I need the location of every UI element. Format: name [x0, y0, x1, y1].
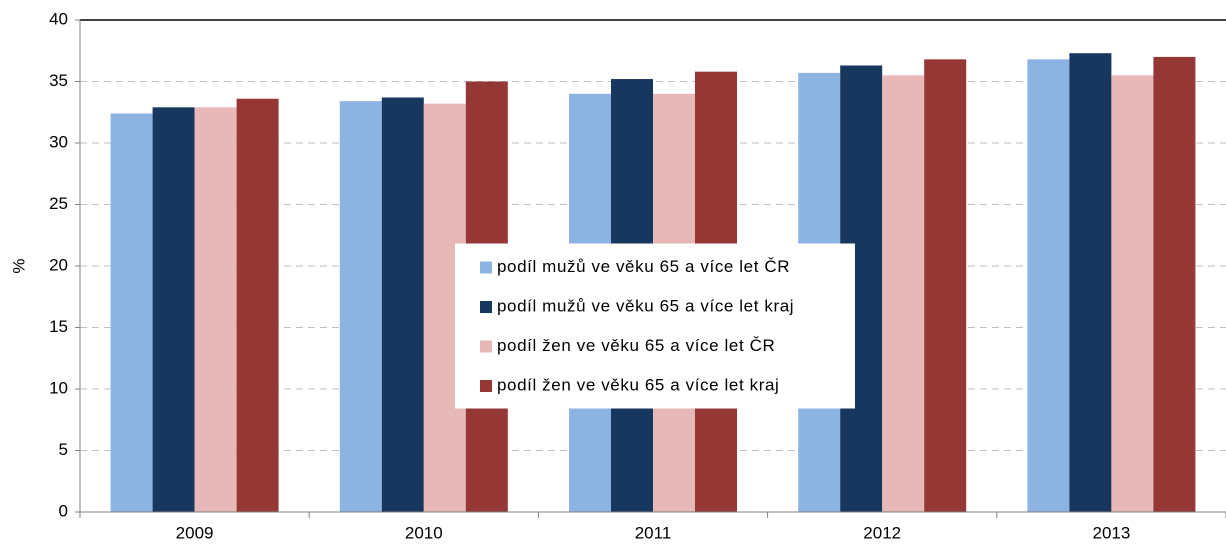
bar: [1069, 53, 1112, 513]
legend-swatch: [480, 261, 492, 274]
bar: [110, 113, 153, 512]
x-tick-label: 2009: [176, 523, 214, 542]
legend-swatch: [480, 301, 492, 313]
bar: [882, 75, 925, 512]
legend-swatch: [480, 340, 492, 353]
bar: [194, 107, 237, 512]
x-tick-label: 2013: [1092, 523, 1130, 542]
bar: [924, 59, 967, 513]
bar: [236, 98, 279, 512]
y-tick-label: 35: [49, 71, 68, 90]
legend-label: podíl žen ve věku 65 a více let ČR: [497, 336, 775, 355]
y-tick-label: 30: [49, 132, 68, 151]
x-tick-label: 2010: [405, 523, 443, 542]
legend-box: [455, 243, 855, 409]
y-tick-label: 25: [49, 194, 68, 213]
legend-label: podíl mužů ve věku 65 a více let kraj: [497, 296, 794, 315]
legend-label: podíl žen ve věku 65 a více let kraj: [497, 375, 779, 394]
legend-label: podíl mužů ve věku 65 a více let ČR: [497, 257, 790, 276]
y-tick-label: 10: [49, 378, 68, 397]
legend-swatch: [480, 380, 492, 392]
bar: [381, 97, 424, 513]
bar: [152, 107, 195, 512]
y-tick-label: 40: [49, 9, 68, 28]
y-tick-label: 5: [59, 440, 68, 459]
x-tick-label: 2012: [863, 523, 901, 542]
bar: [339, 101, 382, 513]
legend: podíl mužů ve věku 65 a více let ČR podíl…: [455, 243, 855, 409]
y-tick-label: 15: [49, 317, 68, 336]
bar: [1111, 75, 1154, 512]
y-tick-label: 0: [59, 501, 68, 520]
y-axis-label: %: [9, 258, 28, 273]
bar: [1027, 59, 1070, 513]
x-tick-label: 2011: [635, 523, 672, 542]
bar: [1153, 56, 1196, 513]
y-tick-label: 20: [49, 255, 68, 274]
